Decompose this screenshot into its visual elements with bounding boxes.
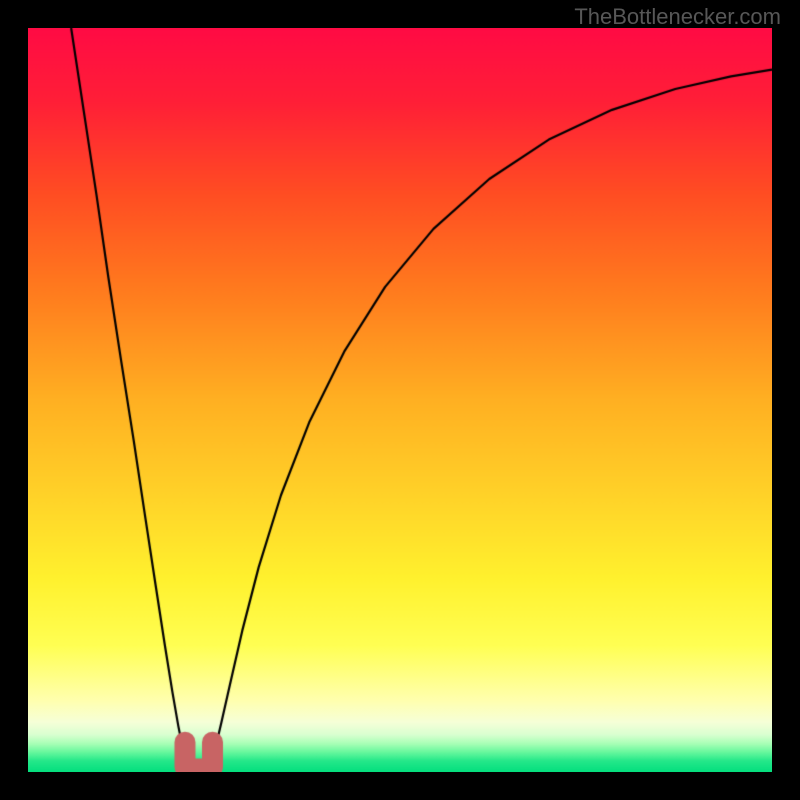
bottleneck-chart xyxy=(28,28,772,772)
plot-frame xyxy=(28,28,772,772)
watermark-text: TheBottlenecker.com xyxy=(574,4,781,30)
